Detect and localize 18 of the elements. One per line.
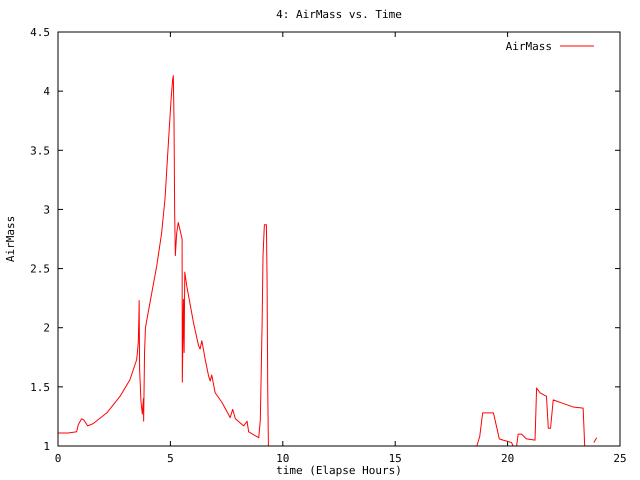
y-tick-label: 1.5 [30,380,50,394]
x-tick-label: 15 [388,452,402,465]
x-tick-label: 25 [613,452,627,465]
x-axis-title: time (Elapse Hours) [276,464,402,477]
y-tick-label: 2.5 [30,262,50,276]
legend-label: AirMass [506,40,552,53]
y-axis-title: AirMass [4,216,17,262]
y-tick-label: 4.5 [30,26,50,39]
y-tick-label: 4 [43,85,50,98]
x-tick-label: 10 [276,452,290,465]
y-tick-label: 3.5 [30,144,50,158]
y-tick-label: 1 [43,440,50,453]
x-tick-label: 20 [500,452,514,465]
x-tick-label: 5 [167,452,174,465]
y-tick-label: 2 [43,322,50,335]
y-tick-label: 3 [43,203,50,216]
chart-title: 4: AirMass vs. Time [276,8,402,21]
x-tick-label: 0 [54,452,62,465]
